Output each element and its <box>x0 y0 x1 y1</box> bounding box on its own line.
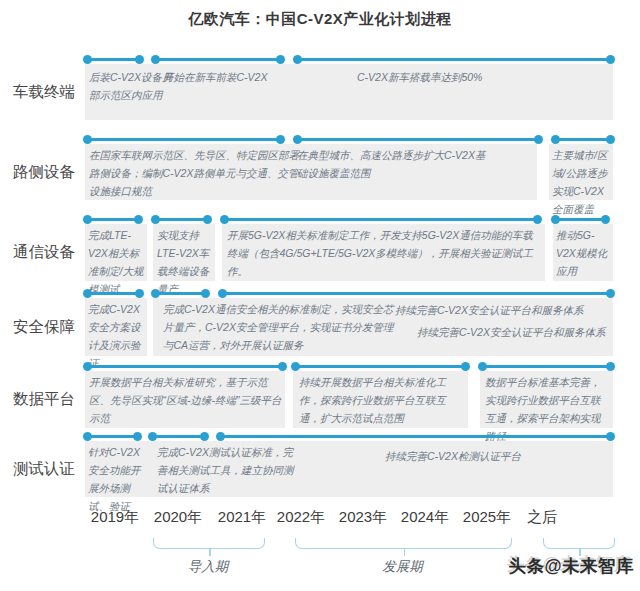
year-label: 2019年 <box>79 508 151 527</box>
cv2x-roadmap-infographic: 亿欧汽车：中国C-V2X产业化计划进程 车载终端 后装C-V2X设备局部示范区内… <box>0 0 640 591</box>
timeline-segment <box>293 365 468 368</box>
timeline-segment <box>295 138 541 141</box>
timeline-segment <box>85 292 142 295</box>
timeline-segment <box>85 58 142 61</box>
timeline-segment <box>218 435 613 438</box>
milestone-text: 开展数据平台相关标准研究，基于示范区、先导区实现“区域-边缘-终端”三级平台示范 <box>89 373 282 427</box>
timeline-segment <box>153 58 283 61</box>
milestone-text: 持续开展数据平台相关标准化工作，探索跨行业数据平台互联互通，扩大示范试点范围 <box>299 373 464 427</box>
timeline-segment <box>150 435 207 438</box>
milestone-text: 在典型城市、高速公路逐步扩大C-V2X基础设施覆盖范围 <box>297 146 487 182</box>
lane-timeline: 后装C-V2X设备局部示范区内应用 开始在新车前装C-V2X C-V2X新车搭载… <box>85 52 613 132</box>
phase-brace-after <box>543 538 615 549</box>
page-title: 亿欧汽车：中国C-V2X产业化计划进程 <box>0 10 640 29</box>
timeline-segment <box>85 218 141 221</box>
timeline-segment <box>153 218 210 221</box>
milestone-text: 开始在新车前装C-V2X <box>163 68 383 86</box>
lane-timeline: 在国家车联网示范区、先导区、特定园区部署路侧设备；编制C-V2X路侧单元与交通、… <box>85 132 613 212</box>
lane-vehicle-terminal: 车载终端 后装C-V2X设备局部示范区内应用 开始在新车前装C-V2X C-V2… <box>0 52 640 132</box>
milestone-text: 推动5G-V2X规模化应用 <box>556 226 611 280</box>
year-label: 之后 <box>506 508 578 527</box>
timeline-segment <box>295 58 613 61</box>
milestone-text: C-V2X新车搭载率达到50% <box>357 68 597 86</box>
phase-label-intro: 导入期 <box>153 558 263 576</box>
lane-security: 安全保障 完成C-V2X安全方案设计及演示验证 完成C-V2X通信安全相关的标准… <box>0 286 640 368</box>
timeline-segment <box>85 138 283 141</box>
milestone-text: 持续完善C-V2X检测认证平台 <box>385 447 615 465</box>
timeline-segment <box>220 292 613 295</box>
timeline-segment <box>85 365 285 368</box>
timeline-segment <box>553 138 613 141</box>
phase-label-development: 发展期 <box>295 558 510 576</box>
lane-label: 通信设备 <box>6 224 82 281</box>
timeline-segment <box>222 218 540 221</box>
timeline-segment <box>153 292 208 295</box>
lane-label: 数据平台 <box>6 371 82 428</box>
phase-brace-intro <box>153 538 265 549</box>
timeline-segment <box>480 365 613 368</box>
lane-communication-equipment: 通信设备 完成LTE-V2X相关标准制定/大规模测试 实现支持LTE-V2X车载… <box>0 212 640 294</box>
milestone-text: 在国家车联网示范区、先导区、特定园区部署路侧设备；编制C-V2X路侧单元与交通、… <box>89 146 299 200</box>
timeline-segment <box>85 435 140 438</box>
lane-label: 测试认证 <box>6 441 82 497</box>
milestone-text: 开展5G-V2X相关标准制定工作，开发支持5G-V2X通信功能的车载终端（包含4… <box>227 226 535 280</box>
milestone-text: 针对C-V2X安全功能开展外场测试、验证 <box>88 443 146 515</box>
milestone-text: 持续完善C-V2X安全认证平台和服务体系 <box>417 323 617 341</box>
lane-label: 安全保障 <box>6 298 82 356</box>
lane-timeline: 开展数据平台相关标准研究，基于示范区、先导区实现“区域-边缘-终端”三级平台示范… <box>85 359 613 439</box>
phase-brace-development <box>295 538 512 549</box>
milestone-text: 主要城市/区域/公路逐步实现C-V2X全面覆盖 <box>552 146 610 218</box>
lane-timeline: 完成C-V2X安全方案设计及演示验证 完成C-V2X通信安全相关的标准制定，实现… <box>85 286 613 368</box>
lane-data-platform: 数据平台 开展数据平台相关标准研究，基于示范区、先导区实现“区域-边缘-终端”三… <box>0 359 640 439</box>
lane-label: 路侧设备 <box>6 144 82 200</box>
lane-roadside-equipment: 路侧设备 在国家车联网示范区、先导区、特定园区部署路侧设备；编制C-V2X路侧单… <box>0 132 640 212</box>
lane-label: 车载终端 <box>6 64 82 120</box>
milestone-text: 持续完善C-V2X安全认证平台和服务体系 <box>395 301 595 319</box>
milestone-text: 完成C-V2X测试认证标准，完善相关测试工具，建立协同测试认证体系 <box>157 443 299 497</box>
timeline-segment <box>553 218 608 221</box>
year-label: 2020年 <box>142 508 214 527</box>
milestone-text: 完成C-V2X通信安全相关的标准制定，实现安全芯片量产，C-V2X安全管理平台，… <box>163 300 399 354</box>
year-axis: 2019年 2020年 2021年 2022年 2023年 2024年 2025… <box>85 508 613 530</box>
lane-timeline: 完成LTE-V2X相关标准制定/大规模测试 实现支持LTE-V2X车载终端设备量… <box>85 212 613 294</box>
lane-timeline: 针对C-V2X安全功能开展外场测试、验证 完成C-V2X测试认证标准，完善相关测… <box>85 429 613 509</box>
watermark-toutiao-future-thinktank: 头条@未来智库 <box>508 554 634 578</box>
lane-testing-certification: 测试认证 针对C-V2X安全功能开展外场测试、验证 完成C-V2X测试认证标准，… <box>0 429 640 509</box>
milestone-text: 后装C-V2X设备局部示范区内应用 <box>89 68 173 104</box>
